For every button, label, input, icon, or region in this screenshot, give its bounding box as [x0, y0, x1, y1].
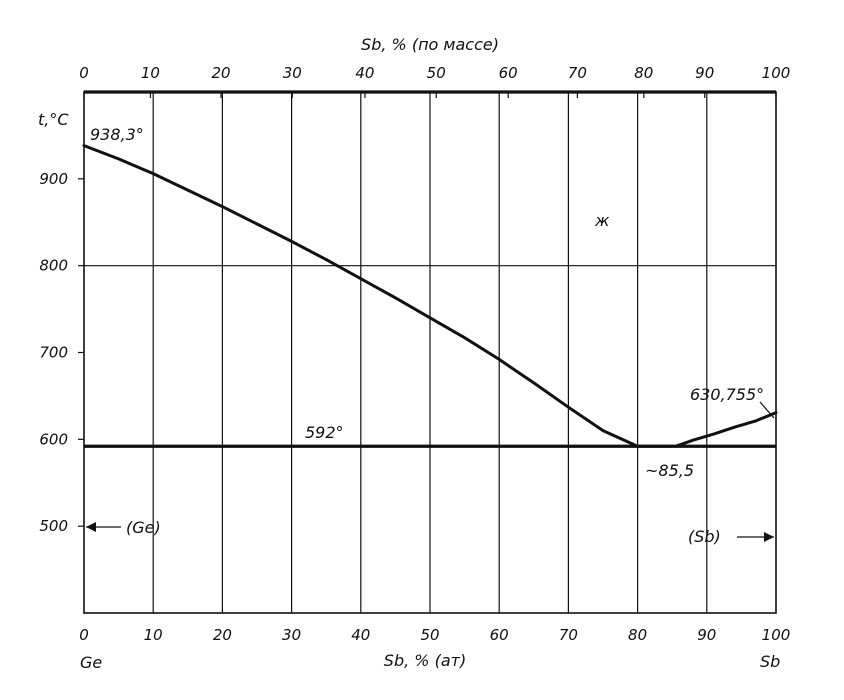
- eutectic-composition-label: ~85,5: [645, 461, 694, 480]
- y-tick-label: 800: [39, 257, 68, 275]
- top-tick-label: 30: [283, 64, 302, 82]
- bottom-tick-label: 30: [282, 626, 301, 644]
- series-group: [82, 144, 778, 448]
- eutectic-temperature-label: 592°: [305, 423, 344, 442]
- sb-solid-solution-label: (Sb): [688, 527, 721, 546]
- bottom-tick-label: 40: [351, 626, 370, 644]
- y-tick-label: 500: [39, 517, 68, 535]
- y-tick-label: 600: [39, 430, 68, 448]
- top-tick-label: 20: [211, 64, 230, 82]
- ge-solid-solution-label: (Ge): [126, 518, 161, 537]
- left-element-label: Ge: [80, 653, 102, 672]
- top-tick-label: 10: [141, 64, 160, 82]
- top-tick-label: 60: [499, 64, 518, 82]
- bottom-tick-label: 50: [420, 626, 439, 644]
- bottom-tick-label: 10: [144, 626, 163, 644]
- bottom-tick-label: 0: [79, 626, 89, 644]
- y-axis-ticks: 500 600 700 800 900: [39, 170, 84, 535]
- y-tick-label: 700: [39, 344, 68, 362]
- sb-liquidus-curve: [674, 411, 778, 448]
- sb-melting-point-label: 630,755°: [690, 385, 764, 404]
- bottom-tick-label: 70: [559, 626, 578, 644]
- top-tick-label: 50: [427, 64, 446, 82]
- bottom-axis-title: Sb, % (ат): [384, 651, 466, 670]
- ge-melting-point-label: 938,3°: [90, 125, 144, 144]
- y-axis-title: t,°C: [38, 110, 69, 129]
- bottom-tick-label: 90: [697, 626, 716, 644]
- bottom-axis-ticks: 0 10 20 30 40 50 60 70 80 90 100: [79, 626, 790, 644]
- right-element-label: Sb: [760, 652, 780, 671]
- top-tick-label: 80: [634, 64, 653, 82]
- top-axis-title: Sb, % (по массе): [361, 35, 499, 54]
- liquid-region-label: ж: [594, 211, 610, 230]
- top-tick-label: 40: [355, 64, 374, 82]
- sb-melting-leader-line: [759, 401, 775, 419]
- sb-arrow: [737, 532, 774, 542]
- ge-liquidus-curve: [82, 144, 674, 448]
- top-tick-label: 70: [568, 64, 587, 82]
- bottom-tick-label: 20: [213, 626, 232, 644]
- gridlines: [84, 92, 776, 613]
- bottom-tick-label: 80: [628, 626, 647, 644]
- top-tick-label: 0: [79, 64, 89, 82]
- top-axis-ticks: 0 10 20 30 40 50 60 70 80 90 100: [79, 64, 790, 98]
- top-tick-label: 90: [695, 64, 714, 82]
- y-tick-label: 900: [39, 170, 68, 188]
- bottom-tick-label: 100: [762, 626, 791, 644]
- top-tick-label: 100: [762, 64, 791, 82]
- ge-arrow: [86, 522, 121, 532]
- bottom-tick-label: 60: [490, 626, 509, 644]
